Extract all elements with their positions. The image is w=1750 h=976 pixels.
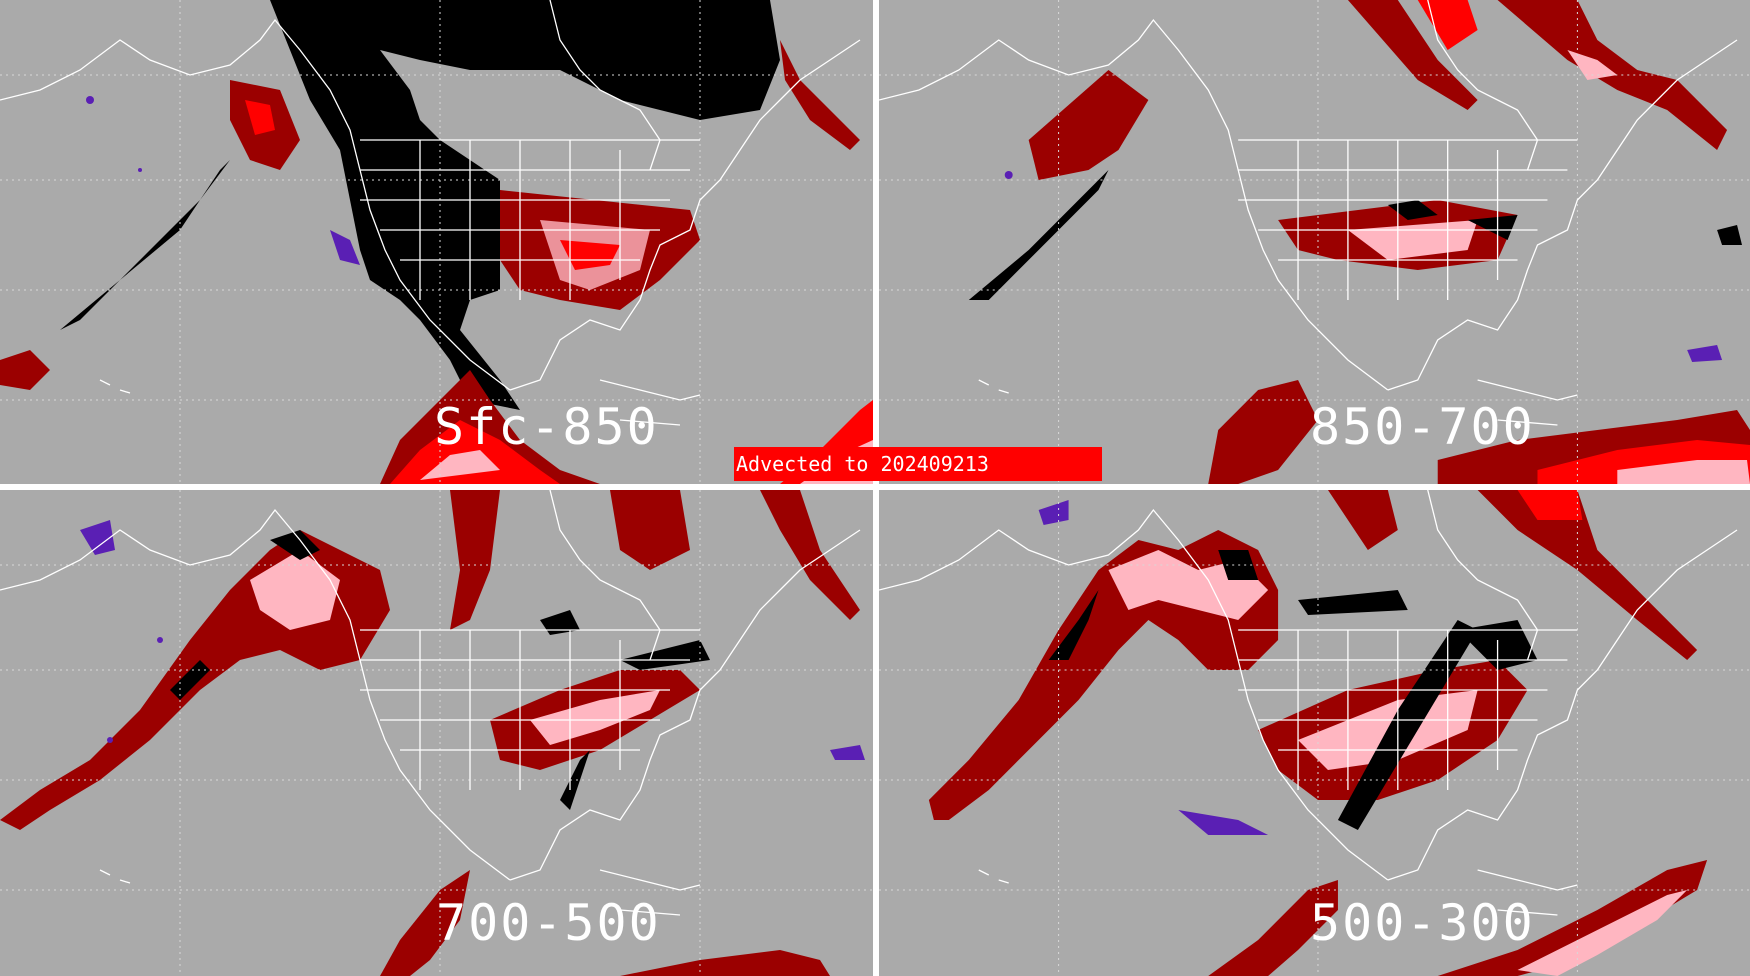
layer-label: 700-500	[436, 894, 661, 952]
layer-label: Sfc-850	[434, 398, 659, 456]
map-panel-850-700: 850-700	[879, 0, 1750, 484]
map-700-500	[0, 490, 873, 976]
map-panel-sfc-850: Sfc-850	[0, 0, 873, 484]
map-panel-700-500: 700-500	[0, 490, 873, 976]
layer-label: 500-300	[1310, 894, 1535, 952]
map-500-300	[879, 490, 1750, 976]
map-sfc-850	[0, 0, 873, 484]
vertical-divider	[873, 0, 879, 976]
advected-banner: Advected to 202409213	[734, 447, 1102, 481]
layer-label: 850-700	[1310, 398, 1535, 456]
map-panel-500-300: 500-300	[879, 490, 1750, 976]
map-850-700	[879, 0, 1750, 484]
